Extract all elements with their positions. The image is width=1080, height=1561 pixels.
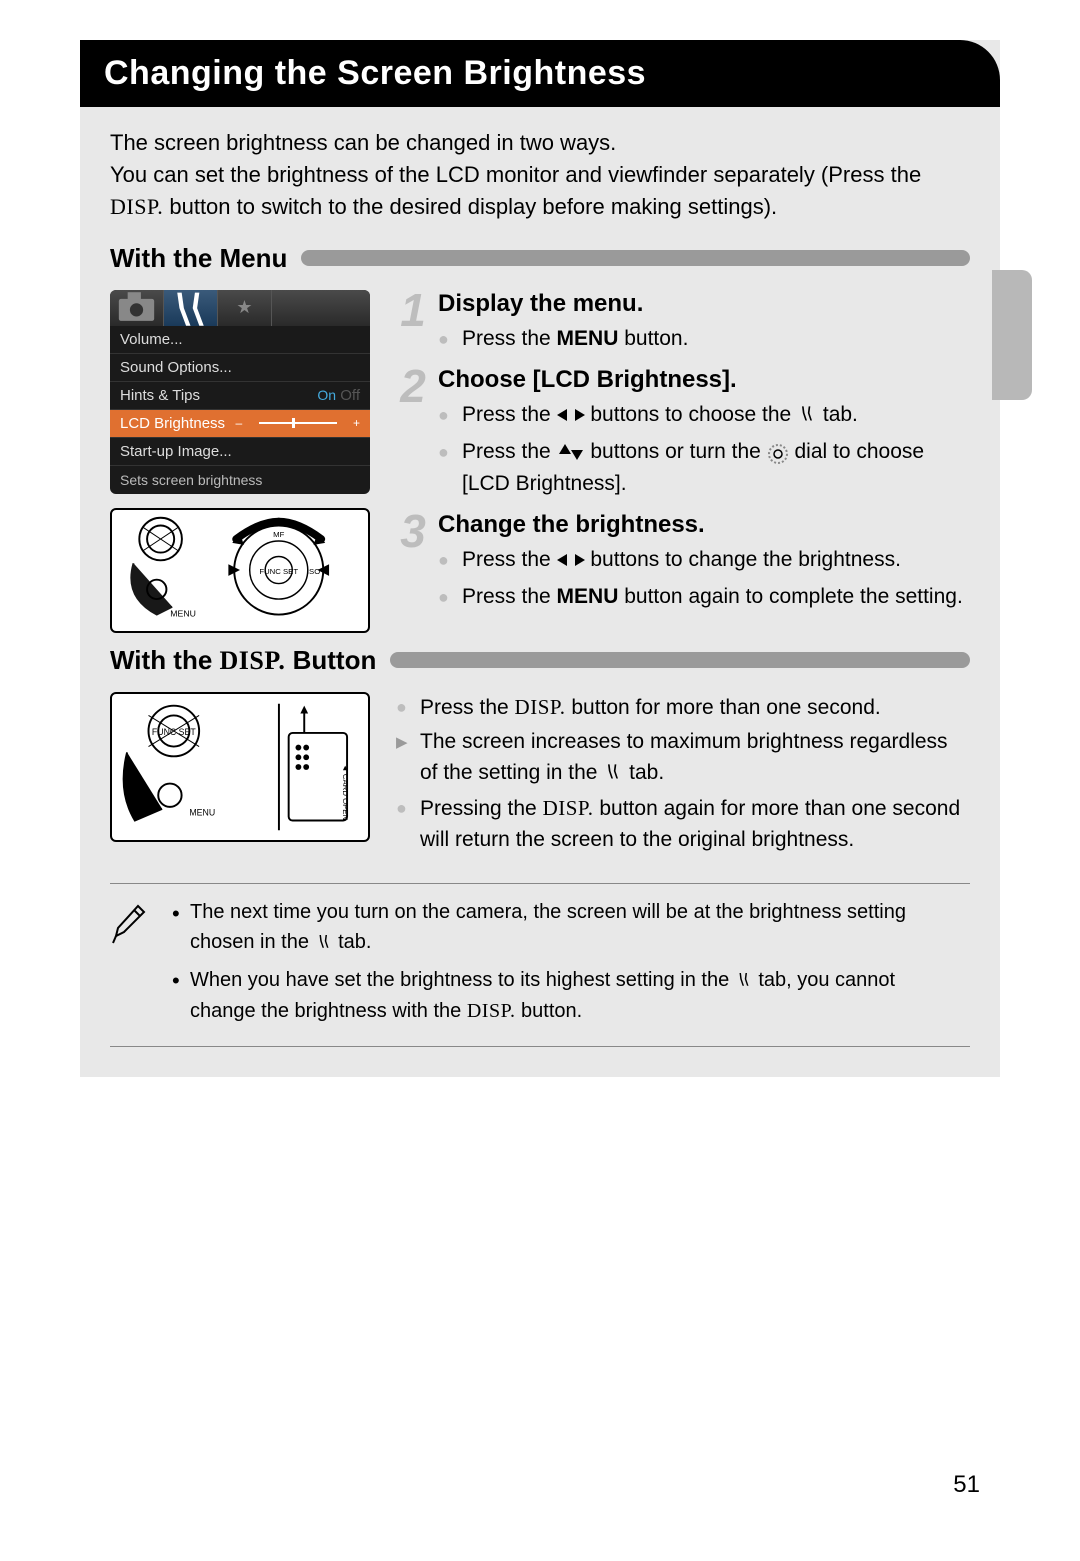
- tools-tab-icon: [603, 758, 623, 790]
- title-bar: Changing the Screen Brightness: [80, 40, 1000, 107]
- tools-tab-icon: [315, 927, 333, 959]
- page: Changing the Screen Brightness The scree…: [80, 40, 1000, 1077]
- svg-text:FUNC SET: FUNC SET: [152, 727, 196, 737]
- page-number: 51: [953, 1471, 980, 1499]
- section1-content: ★ Volume... Sound Options... Hints & Tip…: [110, 290, 970, 633]
- intro-line2b: button to switch to the desired display …: [163, 194, 777, 219]
- step-bullet: Press the buttons to choose the tab.: [438, 400, 970, 432]
- disp-glyph: DISP.: [543, 796, 594, 820]
- tab-tools-icon: [164, 290, 218, 326]
- section-rule: [301, 250, 970, 266]
- intro-line2a: You can set the brightness of the LCD mo…: [110, 162, 921, 187]
- section1-heading: With the Menu: [110, 243, 287, 274]
- disp-glyph: DISP.: [110, 194, 163, 219]
- section2-left: FUNC SET MENU ◄ CARD OPEN: [110, 692, 370, 842]
- svg-text:MENU: MENU: [189, 807, 215, 817]
- svg-text:FUNC SET: FUNC SET: [259, 567, 298, 576]
- menu-item: Hints & TipsOn Off: [110, 382, 370, 410]
- note-item: When you have set the brightness to its …: [172, 965, 960, 1026]
- page-title: Changing the Screen Brightness: [104, 54, 976, 93]
- section2-bullet: Pressing the DISP. button again for more…: [396, 793, 970, 855]
- svg-text:MF: MF: [273, 530, 284, 539]
- tools-tab-icon: [735, 965, 753, 997]
- intro-line1: The screen brightness can be changed in …: [110, 130, 616, 155]
- svg-text:MENU: MENU: [170, 608, 196, 618]
- menu-tabs: ★: [110, 290, 370, 326]
- side-tab-index: [992, 270, 1032, 400]
- section1-header: With the Menu: [110, 243, 970, 274]
- step-title: Choose [LCD Brightness].: [438, 366, 970, 394]
- step-3: 3 Change the brightness. Press the butto…: [396, 511, 970, 616]
- camera-menu-screenshot: ★ Volume... Sound Options... Hints & Tip…: [110, 290, 370, 494]
- left-right-arrows-icon: [557, 547, 585, 577]
- tools-tab-icon: [797, 400, 817, 432]
- pencil-note-icon: [110, 898, 154, 1032]
- step-title: Change the brightness.: [438, 511, 970, 539]
- section2-heading: With the DISP. Button: [110, 645, 376, 676]
- tab-camera-icon: [110, 290, 164, 326]
- disp-glyph: DISP.: [220, 646, 286, 675]
- section2-bullet-result: The screen increases to maximum brightne…: [396, 727, 970, 789]
- section1-left: ★ Volume... Sound Options... Hints & Tip…: [110, 290, 370, 633]
- svg-text:ISO: ISO: [307, 567, 320, 576]
- step-number: 1: [396, 290, 430, 358]
- menu-glyph: MENU: [557, 327, 619, 350]
- section2-content: FUNC SET MENU ◄ CARD OPEN: [110, 692, 970, 860]
- step-bullet: Press the buttons to change the brightne…: [438, 545, 970, 577]
- menu-item-selected: LCD Brightness–+: [110, 410, 370, 438]
- disp-glyph: DISP.: [515, 695, 566, 719]
- tab-star-icon: ★: [218, 290, 272, 326]
- step-2: 2 Choose [LCD Brightness]. Press the but…: [396, 366, 970, 503]
- section-rule: [390, 652, 970, 668]
- svg-text:◄ CARD OPEN: ◄ CARD OPEN: [341, 764, 350, 820]
- section2-right: Press the DISP. button for more than one…: [396, 692, 970, 860]
- note-item: The next time you turn on the camera, th…: [172, 898, 960, 959]
- camera-disp-illustration: FUNC SET MENU ◄ CARD OPEN: [110, 692, 370, 842]
- menu-item: Sound Options...: [110, 354, 370, 382]
- menu-item: Volume...: [110, 326, 370, 354]
- left-right-arrows-icon: [557, 402, 585, 432]
- step-bullet: Press the MENU button.: [438, 324, 970, 354]
- up-down-arrows-icon: [557, 439, 585, 469]
- menu-item: Start-up Image...: [110, 438, 370, 466]
- section2-header: With the DISP. Button: [110, 645, 970, 676]
- intro-paragraph: The screen brightness can be changed in …: [110, 127, 970, 223]
- camera-controls-illustration: MENU FUNC SET MF ISO: [110, 508, 370, 633]
- section1-right: 1 Display the menu. Press the MENU butto…: [396, 290, 970, 625]
- step-number: 3: [396, 511, 430, 616]
- step-bullet: Press the buttons or turn the dial to ch…: [438, 437, 970, 500]
- menu-help-text: Sets screen brightness: [110, 466, 370, 488]
- step-number: 2: [396, 366, 430, 503]
- section2-bullet: Press the DISP. button for more than one…: [396, 692, 970, 723]
- brightness-slider-icon: [253, 418, 343, 428]
- step-bullet: Press the MENU button again to complete …: [438, 582, 970, 612]
- note-box: The next time you turn on the camera, th…: [110, 883, 970, 1047]
- disp-glyph: DISP.: [467, 1000, 516, 1022]
- step-title: Display the menu.: [438, 290, 970, 318]
- menu-glyph: MENU: [557, 585, 619, 608]
- control-dial-icon: [767, 439, 789, 469]
- note-body: The next time you turn on the camera, th…: [172, 898, 960, 1032]
- step-1: 1 Display the menu. Press the MENU butto…: [396, 290, 970, 358]
